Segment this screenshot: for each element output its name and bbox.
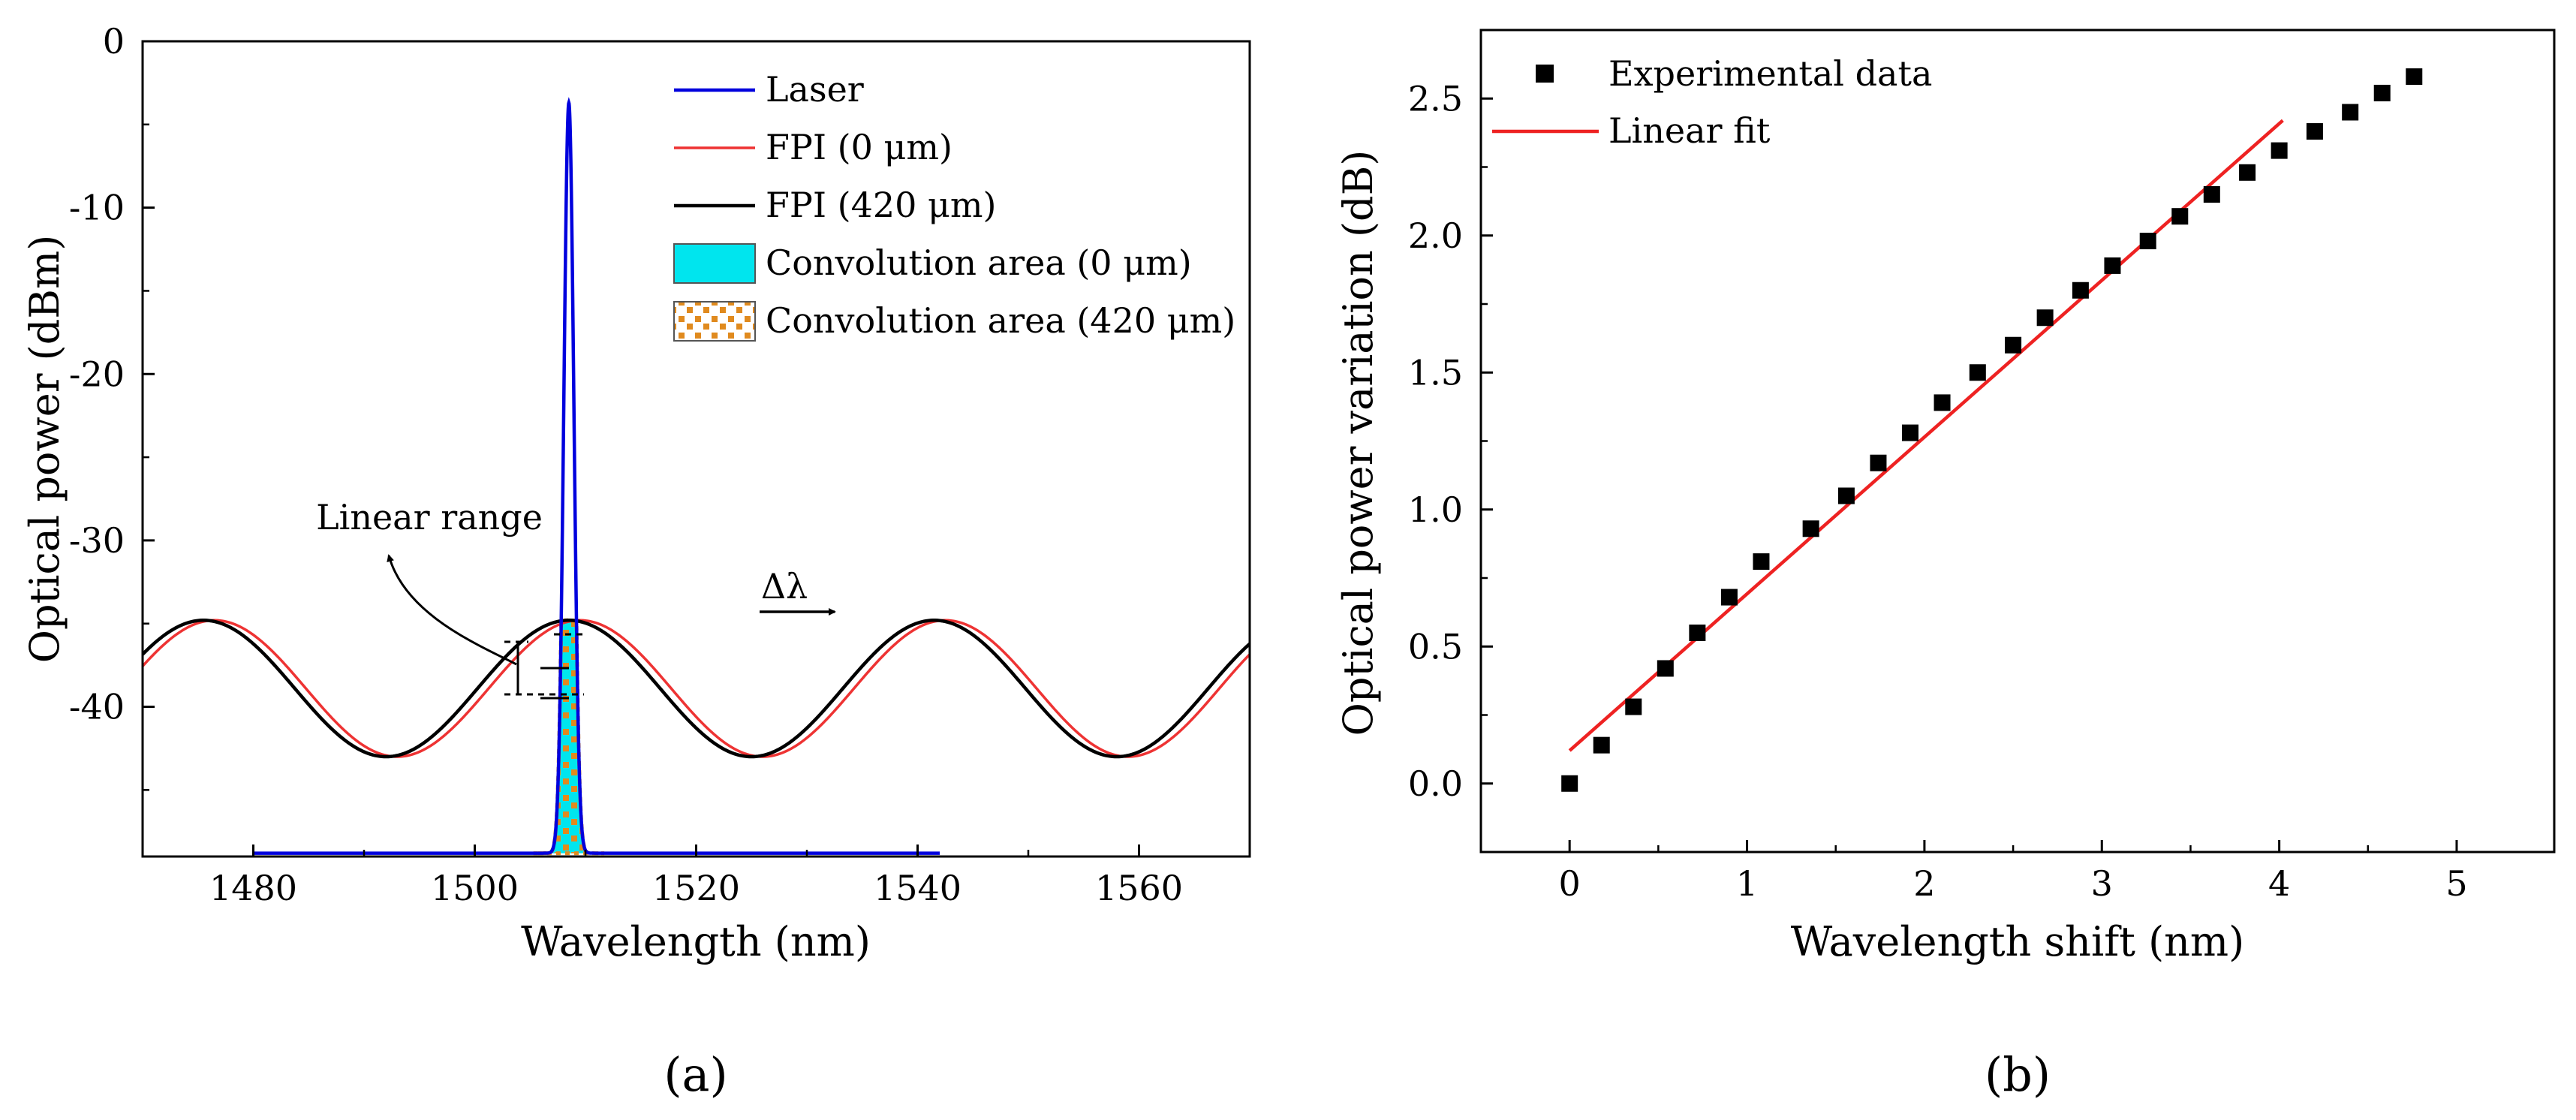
panel-label-b: (b): [1985, 1047, 2051, 1102]
legend-label-convolution-420um: Convolution area (420 μm): [766, 300, 1235, 341]
y-tick-label-a: -30: [69, 520, 125, 561]
data-point: [2171, 208, 2189, 225]
data-point: [2036, 309, 2054, 327]
data-point: [1969, 364, 1986, 381]
linear-range-arrow: [387, 554, 517, 666]
data-point: [1657, 660, 1674, 677]
y-axis-b: 0.0 0.5 1.0 1.5 2.0 2.5: [1408, 78, 1493, 804]
data-point: [2104, 257, 2121, 274]
y-axis-label-b: Optical power variation (dB): [1335, 150, 1382, 736]
series-line-fpi-420um: [143, 619, 1250, 759]
series-line-laser: [253, 97, 940, 855]
legend-label-linear-fit: Linear fit: [1608, 110, 1771, 151]
y-axis-label-a: Optical power (dBm): [21, 235, 68, 664]
panel-label-a: (a): [664, 1047, 727, 1102]
annotation-linear-range: Linear range: [316, 497, 543, 537]
legend-label-fpi-0um: FPI (0 μm): [766, 127, 952, 167]
data-point: [1593, 736, 1610, 754]
legend-swatch-convolution-0um: [673, 243, 756, 284]
x-tick-label-b: 2: [1913, 863, 1935, 904]
plot-area-b: [1561, 68, 2423, 792]
data-point: [1870, 454, 1887, 471]
x-tick-label-a: 1480: [209, 868, 297, 908]
data-point: [2072, 282, 2089, 299]
data-point: [1625, 698, 1642, 715]
y-tick-label-b: 1.5: [1408, 352, 1463, 393]
y-tick-label-b: 1.0: [1408, 489, 1463, 530]
x-tick-label-b: 0: [1559, 863, 1581, 904]
plot-frame-b: [1479, 29, 2556, 854]
data-point: [1837, 487, 1855, 504]
legend-label-laser: Laser: [766, 69, 864, 110]
plot-frame-a: [141, 40, 1251, 858]
data-point: [1902, 424, 1918, 441]
x-tick-label-b: 5: [2445, 863, 2467, 904]
legend-b: Experimental data Linear fit: [1492, 53, 1932, 151]
chart-panel-b: 0 1 2 3 4 5 0.0 0.5 1.0 1.5 2.0 2.5 Wavelength shi…: [1335, 29, 2556, 1102]
data-point: [2406, 68, 2423, 86]
data-point: [2306, 123, 2323, 140]
legend-label-experimental-data: Experimental data: [1608, 53, 1932, 94]
x-axis-b: 0 1 2 3 4 5: [1559, 840, 2468, 904]
y-tick-label-a: -40: [69, 687, 125, 727]
data-point: [1689, 625, 1706, 641]
y-tick-label-b: 2.5: [1408, 78, 1463, 119]
series-experimental-data: [1561, 68, 2423, 792]
data-point: [2203, 186, 2220, 203]
y-tick-label-a: -10: [69, 188, 125, 228]
series-line-linear-fit: [1568, 119, 2284, 752]
data-point: [2373, 84, 2391, 101]
data-point: [2005, 336, 2022, 354]
x-axis-label-b: Wavelength shift (nm): [1791, 918, 2244, 965]
x-tick-label-b: 3: [2091, 863, 2113, 904]
data-point: [2342, 104, 2359, 121]
linear-range-bracket: [504, 633, 584, 700]
data-point: [1561, 775, 1578, 792]
y-axis-a: 0 -10 -20 -30 -40: [69, 21, 155, 791]
x-tick-label-a: 1520: [652, 868, 740, 908]
data-point: [1753, 553, 1770, 571]
y-tick-label-a: -20: [69, 354, 125, 394]
y-tick-label-b: 0.5: [1408, 626, 1463, 667]
data-point: [1802, 520, 1819, 537]
annotation-delta-lambda: Δλ: [761, 566, 808, 607]
x-tick-label-b: 1: [1736, 863, 1758, 904]
x-tick-label-a: 1540: [874, 868, 961, 908]
y-tick-label-a: 0: [103, 21, 125, 62]
legend-a: Laser FPI (0 μm) FPI (420 μm) Convolutio…: [673, 69, 1235, 342]
convolution-area-420um: [533, 620, 605, 854]
y-tick-label-b: 0.0: [1408, 763, 1463, 804]
x-axis-a: 1480 1500 1520 1540 1560: [141, 845, 1251, 908]
x-tick-label-b: 4: [2268, 863, 2290, 904]
data-point: [2271, 142, 2288, 159]
plot-area-a: [143, 97, 1250, 856]
y-tick-label-b: 2.0: [1408, 215, 1463, 256]
series-line-fpi-0um: [143, 619, 1250, 758]
legend-swatch-convolution-420um: [673, 301, 756, 342]
data-point: [2139, 233, 2156, 250]
data-point: [1934, 394, 1951, 411]
data-point: [2239, 164, 2256, 181]
x-tick-label-a: 1500: [431, 868, 519, 908]
x-axis-label-a: Wavelength (nm): [521, 918, 871, 965]
x-tick-label-a: 1560: [1095, 868, 1183, 908]
legend-label-fpi-420um: FPI (420 μm): [766, 185, 997, 225]
legend-swatch-experimental-data: [1536, 65, 1554, 83]
legend-label-convolution-0um: Convolution area (0 μm): [766, 242, 1192, 283]
data-point: [1720, 589, 1738, 606]
chart-panel-a: 1480 1500 1520 1540 1560 0 -10 -20 -30 -40 Wavel…: [21, 21, 1251, 1102]
